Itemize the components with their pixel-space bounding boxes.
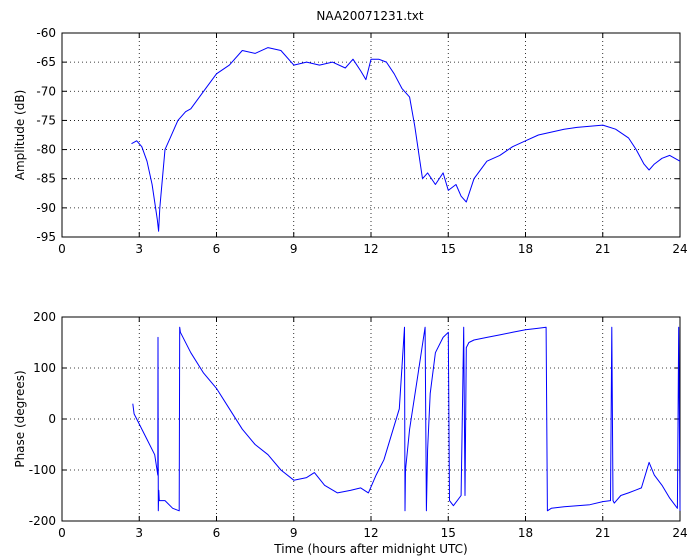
amplitude-xtick-label: 9 bbox=[290, 242, 298, 256]
amplitude-xtick-label: 6 bbox=[213, 242, 221, 256]
phase-ytick-label: 100 bbox=[33, 361, 56, 375]
amplitude-series-line bbox=[131, 47, 681, 232]
amplitude-xtick-label: 12 bbox=[363, 242, 378, 256]
amplitude-panel: 0 3 6 9 12 15 18 21 24 -95 -90 -85 -80 -75 -70 -65 -60 Am… bbox=[13, 26, 688, 256]
phase-ylabel: Phase (degrees) bbox=[13, 370, 27, 467]
amplitude-ytick-label: -75 bbox=[36, 113, 56, 127]
phase-xtick-label: 12 bbox=[363, 526, 378, 540]
amplitude-xtick-label: 24 bbox=[672, 242, 687, 256]
phase-xtick-label: 6 bbox=[213, 526, 221, 540]
amplitude-xtick-label: 0 bbox=[58, 242, 66, 256]
phase-ytick-label: -100 bbox=[29, 463, 56, 477]
amplitude-ylabel: Amplitude (dB) bbox=[13, 90, 27, 181]
amplitude-ytick-label: -85 bbox=[36, 172, 56, 186]
amplitude-axes-box bbox=[61, 32, 681, 238]
phase-ytick-label: -200 bbox=[29, 514, 56, 528]
phase-xtick-label: 24 bbox=[672, 526, 687, 540]
amplitude-xtick-label: 3 bbox=[135, 242, 143, 256]
phase-ytick-label: 200 bbox=[33, 310, 56, 324]
phase-series-line bbox=[132, 326, 681, 512]
phase-panel: 0 3 6 9 12 15 18 21 24 -200 -100 0 100 200 Phase (degr… bbox=[13, 310, 688, 556]
amplitude-ytick-label: -70 bbox=[36, 84, 56, 98]
phase-xtick-label: 21 bbox=[595, 526, 610, 540]
amplitude-ytick-label: -95 bbox=[36, 230, 56, 244]
phase-xtick-label: 0 bbox=[58, 526, 66, 540]
phase-xtick-label: 18 bbox=[518, 526, 533, 540]
phase-ytick-label: 0 bbox=[48, 412, 56, 426]
phase-xlabel: Time (hours after midnight UTC) bbox=[273, 542, 467, 556]
phase-xtick-label: 9 bbox=[290, 526, 298, 540]
phase-xtick-label: 3 bbox=[135, 526, 143, 540]
amplitude-ytick-label: -65 bbox=[36, 55, 56, 69]
phase-xtick-label: 15 bbox=[441, 526, 456, 540]
amplitude-ytick-label: -90 bbox=[36, 201, 56, 215]
amplitude-ytick-label: -80 bbox=[36, 143, 56, 157]
amplitude-xtick-label: 15 bbox=[441, 242, 456, 256]
chart-title: NAA20071231.txt bbox=[316, 9, 423, 23]
amplitude-xtick-label: 21 bbox=[595, 242, 610, 256]
amplitude-ytick-label: -60 bbox=[36, 26, 56, 40]
amplitude-xtick-label: 18 bbox=[518, 242, 533, 256]
